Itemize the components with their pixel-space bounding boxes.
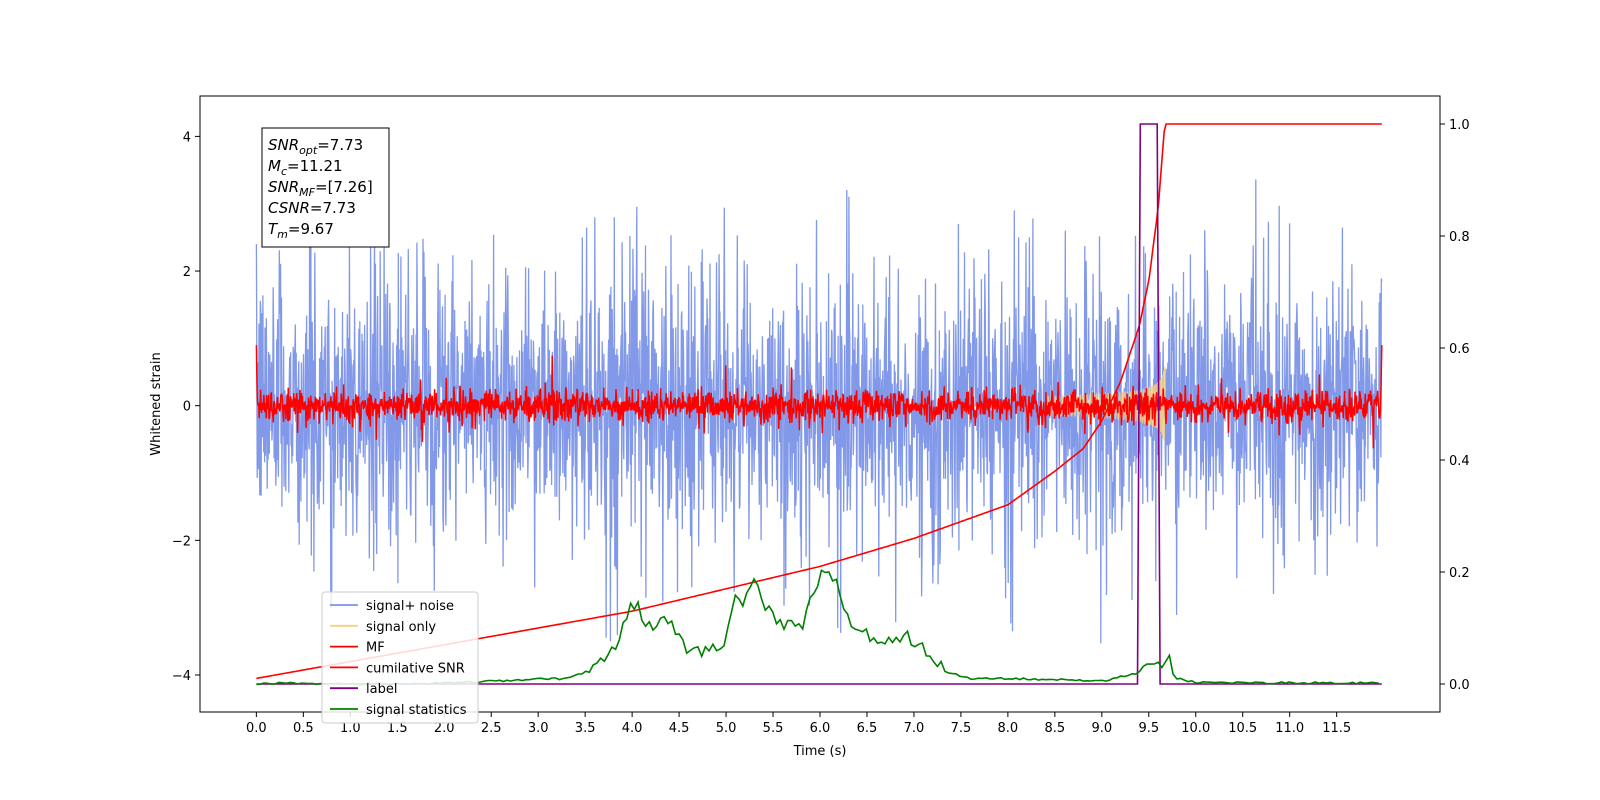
legend-frame: [321, 591, 479, 724]
x-tick-label: 8.0: [998, 721, 1019, 736]
annotation-subscript: m: [277, 228, 288, 241]
annotation-subscript: c: [281, 165, 287, 178]
x-tick-label: 5.0: [716, 721, 737, 736]
x-tick-label: 0.0: [246, 721, 267, 736]
legend-label: signal statistics: [366, 703, 467, 718]
legend-label: label: [366, 682, 397, 697]
annotation-value: =7.73: [317, 136, 363, 154]
annotation-value: =9.67: [288, 220, 334, 238]
x-tick-label: 6.5: [857, 721, 878, 736]
annotation-box: SNRopt=7.73Mc=11.21SNRMF=[7.26]CSNR=7.73…: [261, 127, 390, 248]
annotation-subscript: MF: [299, 186, 315, 199]
x-tick-label: 8.5: [1045, 721, 1066, 736]
x-tick-label: 0.5: [293, 721, 314, 736]
x-tick-label: 10.0: [1181, 721, 1210, 736]
x-tick-label: 11.0: [1275, 721, 1304, 736]
series-mf: [255, 345, 1383, 449]
annotation-symbol: SNR: [268, 178, 299, 196]
x-tick-label: 9.5: [1138, 721, 1159, 736]
y2-tick-label: 1.0: [1449, 118, 1470, 133]
y2-tick-label: 0.2: [1449, 566, 1470, 581]
x-tick-label: 3.5: [575, 721, 596, 736]
x-tick-label: 11.5: [1322, 721, 1351, 736]
x-tick-label: 5.5: [763, 721, 784, 736]
annotation-frame: [261, 127, 390, 248]
legend-label: signal+ noise: [366, 599, 454, 614]
x-tick-label: 2.0: [434, 721, 455, 736]
y-tick-label: 0: [183, 400, 191, 415]
annotation-line: Tm=9.67: [268, 220, 334, 241]
legend-label: MF: [366, 641, 385, 656]
x-tick-label: 7.0: [904, 721, 925, 736]
x-axis-title: Time (s): [793, 744, 847, 759]
annotation-symbol: M: [268, 157, 281, 175]
x-tick-label: 3.0: [528, 721, 549, 736]
annotation-line: CSNR=7.73: [268, 199, 356, 217]
annotation-line: Mc=11.21: [268, 157, 343, 178]
y2-tick-label: 0.4: [1449, 454, 1470, 469]
y2-tick-label: 0.8: [1449, 230, 1470, 245]
y-tick-label: 2: [183, 265, 191, 280]
annotation-line: SNRopt=7.73: [268, 136, 363, 157]
y-axis-title: Whitened strain: [149, 352, 164, 455]
annotation-value: =11.21: [287, 157, 343, 175]
axis-ticks: 0.0 0.5 1.0 1.5 2.0 2.5 3.0 3.5 4.0 4.5 5.0 5.5 6.0 6…: [172, 118, 1470, 736]
annotation-value: =7.73: [310, 199, 356, 217]
x-tick-label: 6.0: [810, 721, 831, 736]
legend-label: signal only: [366, 620, 436, 635]
legend: signal+ noise signal only MF cumilative SNR…: [321, 591, 479, 724]
x-tick-label: 1.0: [340, 721, 361, 736]
y-tick-label: −2: [172, 534, 191, 549]
y-tick-label: −4: [172, 669, 191, 684]
annotation-subscript: opt: [299, 144, 318, 157]
x-tick-label: 1.5: [387, 721, 408, 736]
legend-label: cumilative SNR: [366, 661, 465, 676]
series-label: [256, 123, 1382, 685]
x-tick-label: 4.0: [622, 721, 643, 736]
y2-tick-label: 0.0: [1449, 678, 1470, 693]
annotation-symbol: CSNR: [268, 199, 310, 217]
x-tick-label: 9.0: [1091, 721, 1112, 736]
annotation-line: SNRMF=[7.26]: [268, 178, 373, 199]
x-tick-label: 10.5: [1228, 721, 1257, 736]
annotation-symbol: T: [268, 220, 279, 238]
x-tick-label: 2.5: [481, 721, 502, 736]
y2-tick-label: 0.6: [1449, 342, 1470, 357]
x-tick-label: 7.5: [951, 721, 972, 736]
x-tick-label: 4.5: [669, 721, 690, 736]
annotation-symbol: SNR: [268, 136, 299, 154]
series-signal-noise: [255, 179, 1383, 644]
annotation-value: =[7.26]: [315, 178, 373, 196]
y-tick-label: 4: [183, 130, 191, 145]
